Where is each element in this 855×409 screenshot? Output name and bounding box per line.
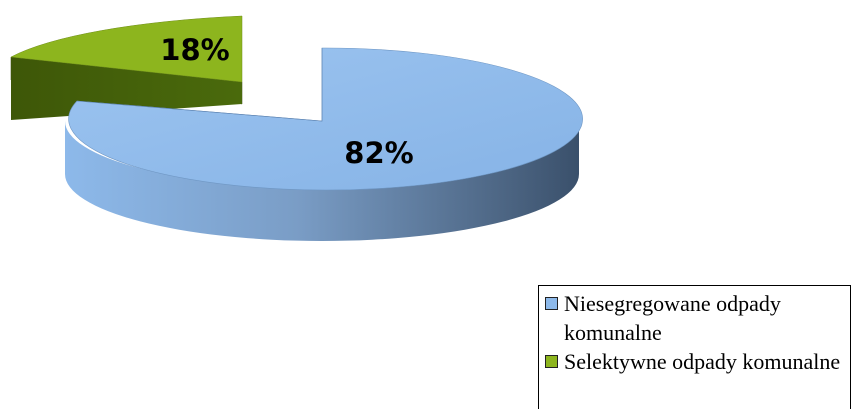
pie-slice-selektywne (10, 15, 243, 120)
pie-slice-niesegregowane-side (65, 121, 579, 241)
legend-item-niesegregowane: Niesegregowane odpady komunalne (544, 289, 850, 347)
data-label-selektywne: 18% (160, 33, 229, 67)
pie-slice-selektywne-top (10, 15, 243, 83)
chart-legend: Niesegregowane odpady komunalne Selektyw… (538, 285, 851, 409)
legend-swatch-selektywne (545, 355, 558, 368)
data-label-niesegregowane: 82% (344, 136, 413, 170)
pie-slice-niesegregowane-top (68, 47, 583, 191)
legend-label-niesegregowane: Niesegregowane odpady komunalne (564, 291, 781, 345)
legend-label-selektywne: Selektywne odpady komunalne (564, 349, 841, 374)
pie-slice-selektywne-outer-side (11, 57, 242, 120)
legend-item-selektywne: Selektywne odpady komunalne (544, 347, 850, 376)
pie-slice-niesegregowane (65, 47, 583, 241)
legend-swatch-niesegregowane (545, 297, 558, 310)
pie-slice-niesegregowane-inner-edge (76, 48, 323, 122)
